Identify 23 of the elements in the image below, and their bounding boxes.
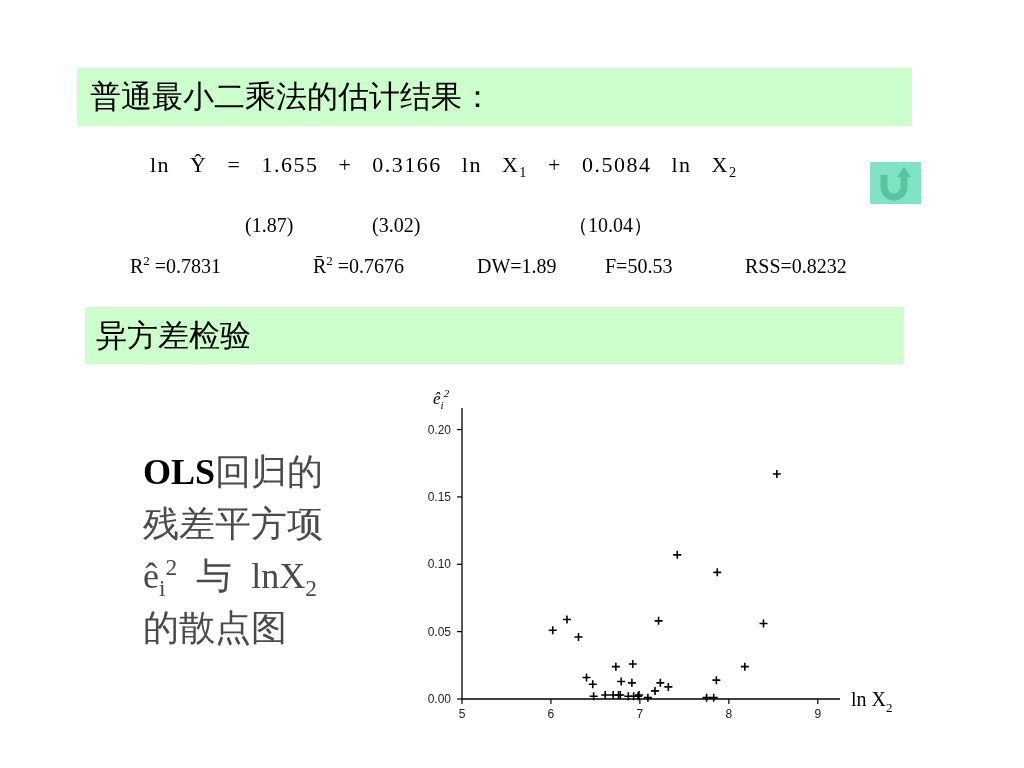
annotation: F=50.53 <box>605 254 673 278</box>
annotation: R̄$^{2}$ =0.7676 <box>313 254 405 278</box>
y-tick-label: 0.10 <box>427 557 452 572</box>
annotation: RSS=0.8232 <box>745 254 847 278</box>
annotation: OLS回归的残差平方项ê$_{i}$$^{2}$ 与 lnX$_{2}$的散点图 <box>143 451 325 650</box>
x-tick-label: 6 <box>547 707 555 721</box>
annotation: (1.87) <box>245 213 294 237</box>
y-tick-label: 0.15 <box>427 489 452 504</box>
x-tick-label: 8 <box>725 707 733 721</box>
annotation: (3.02) <box>372 213 421 237</box>
y-tick-label: 0.05 <box>427 624 452 639</box>
xlabel: ln X$_{2}$ <box>851 688 893 715</box>
annotation: （10.04） <box>568 213 653 237</box>
annotation: DW=1.89 <box>477 254 557 278</box>
y-tick-label: 0.20 <box>427 422 452 437</box>
x-tick-label: 5 <box>458 707 466 721</box>
title: 普通最小二乘法的估计结果： <box>77 68 912 126</box>
x-tick-label: 7 <box>636 707 644 721</box>
annotation: R$^{2}$ =0.7831 <box>130 254 222 278</box>
annotation: ln Ŷ = 1.655 + 0.3166 ln X$_{1}$ + 0.5084 ln X$_{2}$ <box>150 152 738 179</box>
y-tick-label: 0.00 <box>427 692 452 706</box>
x-tick-label: 9 <box>814 707 822 721</box>
subtitle: 异方差检验 <box>85 307 904 364</box>
